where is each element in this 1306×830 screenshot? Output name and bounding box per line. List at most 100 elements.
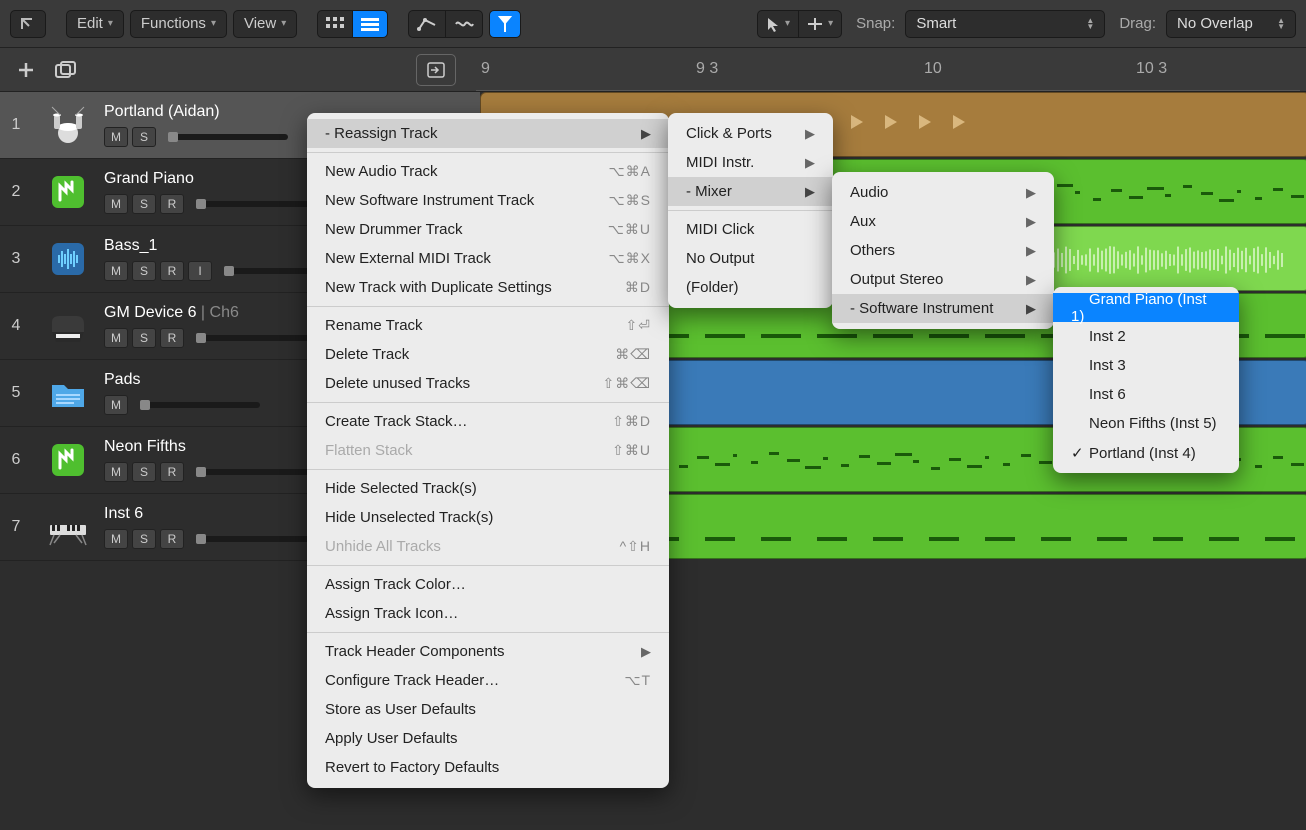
grid-icon	[326, 17, 344, 31]
menu-item[interactable]: Inst 3	[1053, 351, 1239, 380]
functions-menu-button[interactable]: Functions▾	[130, 10, 227, 38]
view-menu-button[interactable]: View ▾	[233, 10, 297, 38]
track-m-button[interactable]: M	[104, 127, 128, 147]
menu-item[interactable]: Apply User Defaults	[307, 724, 669, 753]
menu-item-label: New Track with Duplicate Settings	[325, 279, 552, 296]
menu-item[interactable]: New Drummer Track⌥⌘U	[307, 215, 669, 244]
track-r-button[interactable]: R	[160, 462, 184, 482]
menu-item[interactable]: New Track with Duplicate Settings⌘D	[307, 273, 669, 302]
track-m-button[interactable]: M	[104, 529, 128, 549]
menu-item[interactable]: Grand Piano (Inst 1)	[1053, 293, 1239, 322]
track-s-button[interactable]: S	[132, 462, 156, 482]
menu-item[interactable]: Audio▶	[832, 178, 1054, 207]
track-icon[interactable]	[38, 97, 98, 153]
grid-view-button[interactable]	[317, 10, 352, 38]
timeline-ruler[interactable]: 99 31010 3	[476, 48, 1300, 91]
track-r-button[interactable]: R	[160, 328, 184, 348]
track-r-button[interactable]: R	[160, 194, 184, 214]
back-button[interactable]	[10, 10, 46, 38]
menu-item[interactable]: - Mixer▶	[668, 177, 833, 206]
menu-item[interactable]: Others▶	[832, 236, 1054, 265]
menu-item[interactable]: New Audio Track⌥⌘A	[307, 157, 669, 186]
menu-item[interactable]: Inst 2	[1053, 322, 1239, 351]
track-s-button[interactable]: S	[132, 261, 156, 281]
catch-playhead-button[interactable]	[489, 10, 521, 38]
snap-select[interactable]: Smart▲▼	[905, 10, 1105, 38]
track-s-button[interactable]: S	[132, 194, 156, 214]
view-label: View	[244, 15, 276, 32]
add-track-button[interactable]	[6, 54, 46, 86]
menu-item[interactable]: Track Header Components▶	[307, 637, 669, 666]
automation-button[interactable]	[408, 10, 445, 38]
menu-item[interactable]: (Folder)	[668, 273, 833, 302]
menu-item[interactable]: Assign Track Icon…	[307, 599, 669, 628]
track-fader[interactable]	[196, 335, 316, 341]
menu-item[interactable]: No Output	[668, 244, 833, 273]
track-m-button[interactable]: M	[104, 261, 128, 281]
menu-item-label: Inst 3	[1071, 357, 1126, 374]
track-icon[interactable]	[38, 231, 98, 287]
drag-value: No Overlap	[1177, 15, 1253, 32]
menu-item-label: Audio	[850, 184, 888, 201]
menu-item[interactable]: Hide Unselected Track(s)	[307, 503, 669, 532]
track-icon[interactable]	[38, 298, 98, 354]
menu-item-label: New Software Instrument Track	[325, 192, 534, 209]
menu-item[interactable]: New External MIDI Track⌥⌘X	[307, 244, 669, 273]
alt-tool-button[interactable]: ▾	[798, 10, 842, 38]
menu-item[interactable]: New Software Instrument Track⌥⌘S	[307, 186, 669, 215]
track-s-button[interactable]: S	[132, 328, 156, 348]
menu-item[interactable]: Hide Selected Track(s)	[307, 474, 669, 503]
duplicate-track-button[interactable]	[46, 54, 86, 86]
menu-item-label: Delete unused Tracks	[325, 375, 470, 392]
menu-item[interactable]: MIDI Instr.▶	[668, 148, 833, 177]
track-icon[interactable]	[38, 432, 98, 488]
flex-button[interactable]	[445, 10, 483, 38]
menu-item[interactable]: ✓Portland (Inst 4)	[1053, 438, 1239, 467]
menu-item[interactable]: Aux▶	[832, 207, 1054, 236]
track-m-button[interactable]: M	[104, 328, 128, 348]
menu-item-label: Grand Piano (Inst 1)	[1071, 291, 1221, 325]
track-r-button[interactable]: R	[160, 529, 184, 549]
track-fader[interactable]	[196, 469, 316, 475]
track-fader[interactable]	[196, 536, 316, 542]
menu-item-label: Assign Track Color…	[325, 576, 466, 593]
menu-item[interactable]: Store as User Defaults	[307, 695, 669, 724]
chevron-down-icon: ▾	[281, 18, 286, 29]
menu-item[interactable]: Revert to Factory Defaults	[307, 753, 669, 782]
track-s-button[interactable]: S	[132, 127, 156, 147]
menu-item[interactable]: Assign Track Color…	[307, 570, 669, 599]
track-m-button[interactable]: M	[104, 395, 128, 415]
menu-item[interactable]: Click & Ports▶	[668, 119, 833, 148]
track-fader[interactable]	[196, 201, 316, 207]
catch-button[interactable]	[416, 54, 456, 86]
updown-icon: ▲▼	[1086, 18, 1094, 30]
track-icon[interactable]	[38, 499, 98, 555]
menu-item[interactable]: Flatten Stack⇧⌘U	[307, 436, 669, 465]
menu-item[interactable]: Output Stereo▶	[832, 265, 1054, 294]
menu-item[interactable]: Rename Track⇧⏎	[307, 311, 669, 340]
menu-item[interactable]: MIDI Click	[668, 215, 833, 244]
track-m-button[interactable]: M	[104, 462, 128, 482]
list-view-button[interactable]	[352, 10, 388, 38]
menu-item[interactable]: Create Track Stack…⇧⌘D	[307, 407, 669, 436]
track-s-button[interactable]: S	[132, 529, 156, 549]
menu-item[interactable]: Unhide All Tracks^⇧H	[307, 532, 669, 561]
edit-menu-button[interactable]: Edit▾	[66, 10, 124, 38]
track-i-button[interactable]: I	[188, 261, 212, 281]
menu-item[interactable]: Configure Track Header…⌥T	[307, 666, 669, 695]
track-fader[interactable]	[140, 402, 260, 408]
pointer-tool-button[interactable]: ▾	[757, 10, 798, 38]
menu-item-label: Assign Track Icon…	[325, 605, 458, 622]
menu-item[interactable]: Neon Fifths (Inst 5)	[1053, 409, 1239, 438]
track-fader[interactable]	[168, 134, 288, 140]
menu-item[interactable]: Delete Track⌘⌫	[307, 340, 669, 369]
menu-item[interactable]: - Software Instrument▶	[832, 294, 1054, 323]
menu-item[interactable]: Inst 6	[1053, 380, 1239, 409]
track-icon[interactable]	[38, 365, 98, 421]
drag-select[interactable]: No Overlap▲▼	[1166, 10, 1296, 38]
track-r-button[interactable]: R	[160, 261, 184, 281]
menu-item[interactable]: - Reassign Track▶	[307, 119, 669, 148]
track-icon[interactable]	[38, 164, 98, 220]
track-m-button[interactable]: M	[104, 194, 128, 214]
menu-item[interactable]: Delete unused Tracks⇧⌘⌫	[307, 369, 669, 398]
